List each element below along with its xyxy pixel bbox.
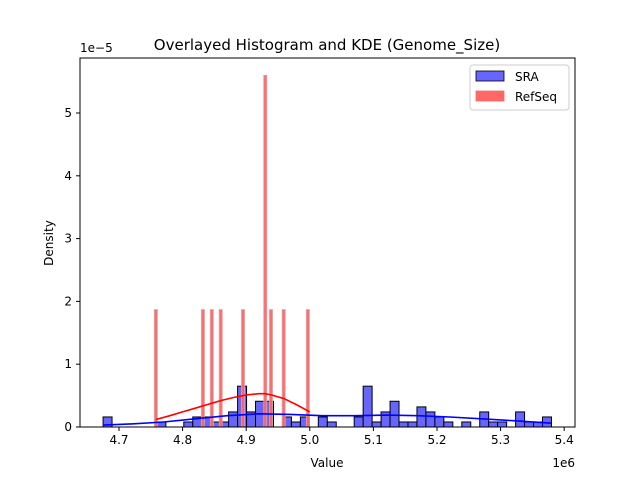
y-axis: 0 1 2 3 4 5 bbox=[64, 106, 80, 434]
x-tick-label: 5.0 bbox=[300, 433, 319, 447]
y-tick-label: 1 bbox=[64, 357, 72, 371]
sra-bar bbox=[317, 416, 328, 428]
legend-swatch-refseq bbox=[475, 90, 505, 102]
sra-bar bbox=[362, 385, 373, 428]
sra-bar bbox=[326, 421, 337, 428]
x-axis-label: Value bbox=[311, 456, 344, 470]
sra-bar bbox=[443, 421, 454, 428]
refseq-bar bbox=[209, 309, 214, 428]
sra-bar bbox=[389, 400, 400, 428]
sra-bar bbox=[183, 421, 194, 428]
sra-bar bbox=[434, 416, 445, 428]
y-tick-label: 4 bbox=[64, 169, 72, 183]
sra-bar bbox=[497, 421, 508, 428]
sra-bar bbox=[228, 411, 239, 428]
bars-layer bbox=[102, 74, 552, 428]
kde-layer bbox=[103, 392, 552, 426]
refseq-bar bbox=[241, 309, 245, 428]
sra-bar bbox=[353, 416, 364, 428]
plot-frame bbox=[79, 57, 576, 428]
x-tick-label: 4.8 bbox=[173, 433, 192, 447]
sra-bar bbox=[425, 411, 436, 428]
sra-bar bbox=[407, 421, 418, 428]
x-tick-label: 5.1 bbox=[364, 433, 383, 447]
refseq-bar bbox=[281, 309, 286, 428]
sra-bar bbox=[290, 421, 301, 428]
legend: SRA RefSeq bbox=[469, 64, 570, 111]
sra-bar bbox=[398, 421, 409, 428]
x-offset-label: 1e6 bbox=[552, 456, 575, 470]
y-axis-label: Density bbox=[42, 220, 56, 266]
refseq-bar bbox=[201, 309, 205, 428]
x-tick-label: 4.7 bbox=[109, 433, 128, 447]
x-tick-label: 5.4 bbox=[555, 433, 574, 447]
y-tick-label: 2 bbox=[64, 294, 72, 308]
y-tick-label: 0 bbox=[64, 420, 72, 434]
x-tick-label: 5.3 bbox=[491, 433, 510, 447]
sra-bar bbox=[416, 406, 427, 428]
x-axis: 4.7 4.8 4.9 5.0 5.1 5.2 5.3 5.4 bbox=[109, 427, 574, 447]
legend-swatch-sra bbox=[475, 70, 505, 82]
sra-bar bbox=[461, 421, 472, 428]
x-tick-label: 4.9 bbox=[237, 433, 256, 447]
sra-bar bbox=[380, 411, 391, 428]
sra-bar bbox=[515, 411, 526, 428]
refseq-bar bbox=[218, 309, 223, 428]
sra-bar bbox=[371, 421, 382, 428]
legend-label-sra: SRA bbox=[515, 70, 539, 84]
x-tick-label: 5.2 bbox=[427, 433, 446, 447]
y-tick-label: 5 bbox=[64, 106, 72, 120]
y-offset-label: 1e−5 bbox=[80, 41, 113, 55]
refseq-bar bbox=[153, 309, 158, 428]
refseq-kde-line bbox=[155, 392, 311, 421]
sra-kde-line bbox=[103, 412, 552, 426]
legend-label-refseq: RefSeq bbox=[515, 90, 557, 104]
sra-bar bbox=[488, 421, 499, 428]
refseq-bar bbox=[269, 309, 273, 428]
chart-title: Overlayed Histogram and KDE (Genome_Size… bbox=[154, 36, 500, 55]
y-tick-label: 3 bbox=[64, 232, 72, 246]
refseq-bar bbox=[263, 74, 268, 428]
